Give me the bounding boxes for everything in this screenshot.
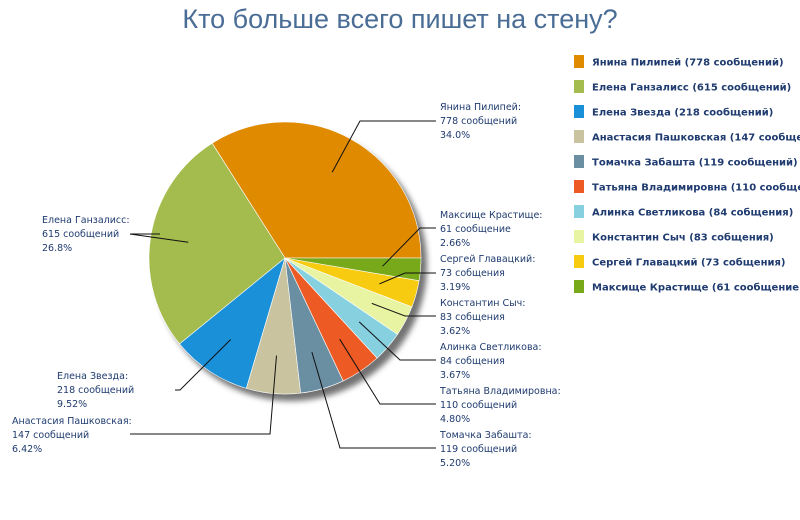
callout-percent-8: 3.62% (440, 326, 470, 337)
callout-label-1: Янина Пилипей: (440, 102, 521, 113)
callout-percent-3: 9.52% (57, 399, 87, 410)
callout-line-6 (339, 338, 436, 405)
callout-line-5 (311, 351, 436, 449)
callout-label-2: Елена Ганзалисс: (42, 215, 130, 226)
callout-label-10: Максище Крастище: (440, 210, 543, 221)
callout-percent-7: 3.67% (440, 370, 470, 381)
callout-count-8: 83 собщения (440, 312, 505, 323)
callout-percent-5: 5.20% (440, 458, 470, 469)
callout-line-1 (331, 120, 436, 173)
callout-percent-9: 3.19% (440, 282, 470, 293)
legend-label-3: Елена Звезда (218 сообщений) (592, 107, 773, 119)
callout-percent-10: 2.66% (440, 238, 470, 249)
callout-line-9 (379, 272, 436, 285)
legend-label-9: Сергей Главацкий (73 собщения) (592, 257, 785, 269)
legend-label-6: Татьяна Владимировна (110 сообщений) (592, 182, 800, 194)
callout-count-10: 61 сообщение (440, 224, 511, 235)
legend-swatch-8 (574, 230, 584, 243)
pie-slice-3 (179, 257, 286, 389)
callout-line-10 (382, 227, 436, 267)
legend-swatch-4 (574, 130, 584, 143)
callout-count-6: 110 сообщений (440, 400, 517, 411)
callout-label-6: Татьяна Владимировна: (439, 386, 561, 397)
callout-percent-1: 34.0% (440, 130, 470, 141)
callout-count-7: 84 собщения (440, 356, 505, 367)
legend-swatch-5 (574, 155, 584, 168)
callout-count-1: 778 сообщений (440, 116, 517, 127)
callout-line-2 (129, 233, 189, 243)
legend-swatch-2 (574, 80, 584, 93)
callout-count-2: 615 сообщений (42, 229, 119, 240)
callout-line-8 (371, 302, 436, 317)
callout-label-7: Алинка Светликова: (440, 342, 542, 353)
legend-swatch-6 (574, 180, 584, 193)
callout-label-3: Елена Звезда: (57, 371, 128, 382)
legend-label-7: Алинка Светликова (84 собщения) (592, 207, 793, 219)
legend-label-2: Елена Ганзалисс (615 сообщений) (592, 82, 791, 94)
legend-swatch-1 (574, 55, 584, 68)
callout-percent-4: 6.42% (12, 444, 42, 455)
callout-count-9: 73 собщения (440, 268, 505, 279)
legend-label-5: Томачка Забашта (119 сообщений) (592, 157, 798, 169)
callout-label-8: Константин Сыч: (440, 298, 525, 309)
callout-label-5: Томачка Забашта: (439, 430, 532, 441)
legend-swatch-7 (574, 205, 584, 218)
callout-line-7 (358, 321, 436, 361)
legend-swatch-3 (574, 105, 584, 118)
pie-slice-10 (284, 257, 422, 282)
legend-swatch-10 (574, 280, 584, 293)
legend-label-4: Анастасия Пашковская (147 сообщений) (592, 132, 800, 144)
callout-count-3: 218 сообщений (57, 385, 134, 396)
callout-count-5: 119 сообщений (440, 444, 517, 455)
callout-count-4: 147 сообщений (12, 430, 89, 441)
callout-percent-2: 26.8% (42, 243, 72, 254)
callout-percent-6: 4.80% (440, 414, 470, 425)
chart-title: Кто больше всего пишет на стену? (182, 4, 618, 34)
callout-label-4: Анастасия Пашковская: (12, 416, 132, 427)
callout-line-4 (130, 355, 277, 435)
callout-line-3 (175, 339, 232, 391)
legend-label-10: Максище Крастище (61 сообщение) (592, 282, 800, 294)
callout-label-9: Сергей Главацкий: (440, 254, 535, 265)
legend-label-8: Константин Сыч (83 собщения) (592, 232, 774, 244)
pie-slice-2 (148, 142, 286, 345)
legend-swatch-9 (574, 255, 584, 268)
legend-label-1: Янина Пилипей (778 сообщений) (592, 57, 784, 69)
